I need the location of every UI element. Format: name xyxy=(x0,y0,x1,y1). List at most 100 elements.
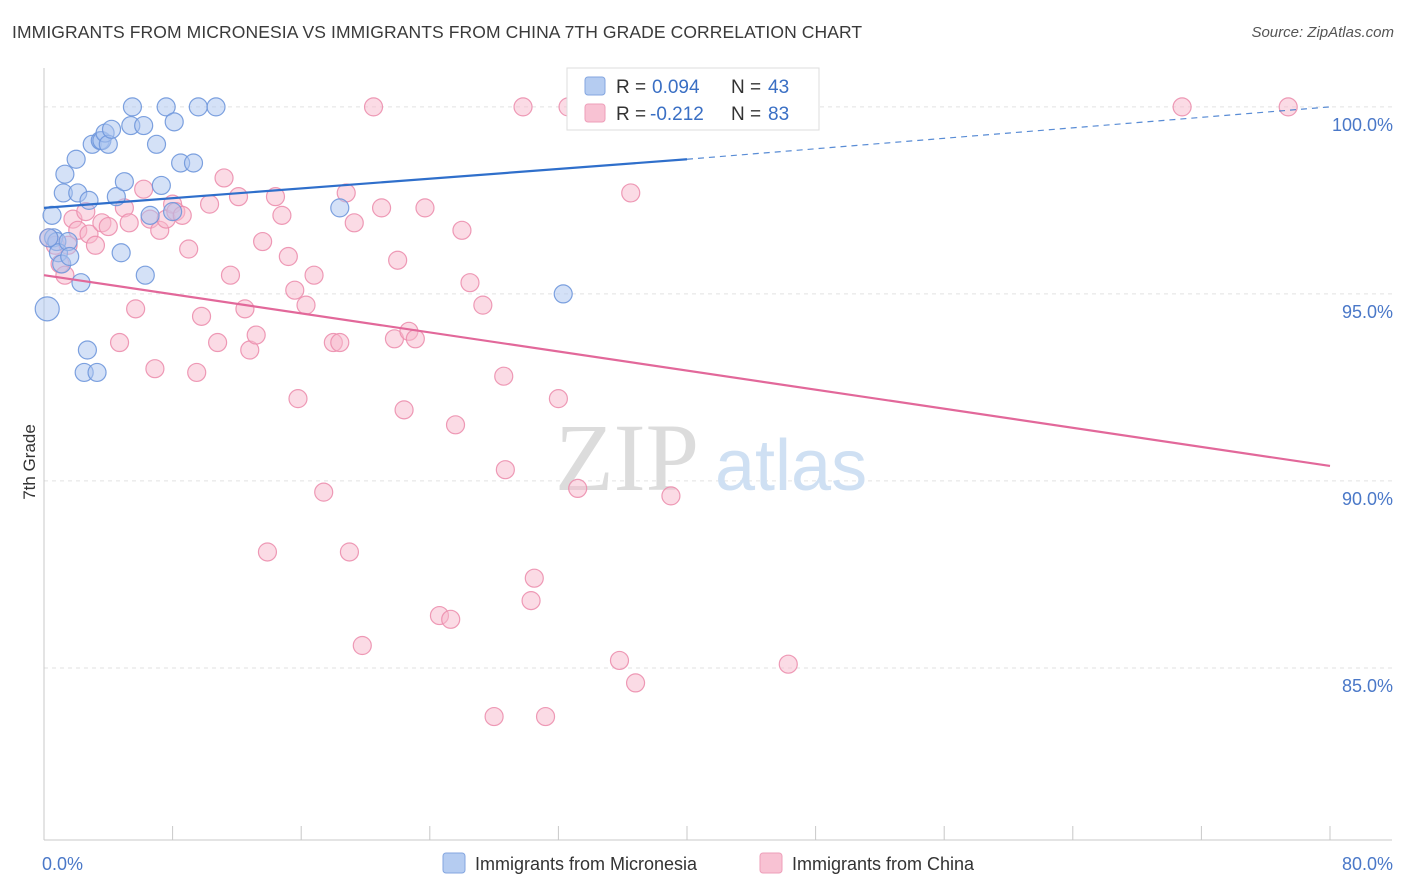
point-china-16 xyxy=(134,179,154,199)
point-china-14 xyxy=(119,213,139,233)
point-china-74 xyxy=(568,478,588,499)
point-china-38 xyxy=(272,205,292,225)
point-china-51 xyxy=(363,97,384,117)
stats-swatch-china xyxy=(584,103,606,123)
point-china-31 xyxy=(228,187,249,207)
point-china-44 xyxy=(314,482,334,502)
point-china-15 xyxy=(126,299,146,319)
legend-label-china[interactable]: Immigrants from China xyxy=(792,854,975,874)
point-micronesia-27 xyxy=(122,97,143,117)
point-china-60 xyxy=(441,609,461,629)
point-micronesia-33 xyxy=(156,97,176,117)
point-micronesia-14 xyxy=(77,340,98,360)
point-micronesia-9 xyxy=(60,246,80,267)
point-china-27 xyxy=(199,194,220,214)
point-china-81 xyxy=(1172,97,1192,117)
point-china-37 xyxy=(265,187,286,207)
point-china-42 xyxy=(296,295,316,315)
point-china-54 xyxy=(388,250,408,270)
stats-n-value-micronesia: 43 xyxy=(768,77,789,98)
point-china-9 xyxy=(85,235,106,255)
point-micronesia-25 xyxy=(114,172,134,192)
point-china-12 xyxy=(109,332,130,353)
point-china-65 xyxy=(484,706,504,727)
stats-n-label-micronesia: N = xyxy=(731,77,761,98)
point-china-58 xyxy=(415,198,435,218)
point-micronesia-35 xyxy=(164,112,184,132)
point-micronesia-41 xyxy=(553,284,573,304)
stats-r-value-micronesia: 0.094 xyxy=(652,77,700,98)
stats-r-label-micronesia: R = xyxy=(616,77,646,98)
y-tick-label-3: 85.0% xyxy=(1342,676,1393,696)
point-china-61 xyxy=(445,415,466,435)
x-tick-label-1: 80.0% xyxy=(1342,854,1393,874)
point-micronesia-39 xyxy=(206,97,226,117)
point-china-48 xyxy=(339,542,360,562)
point-china-71 xyxy=(535,706,556,727)
point-china-69 xyxy=(521,591,541,611)
point-micronesia-30 xyxy=(140,205,160,225)
point-micronesia-32 xyxy=(151,175,171,196)
point-china-80 xyxy=(778,654,798,674)
point-china-66 xyxy=(494,366,514,386)
point-china-67 xyxy=(495,460,515,480)
x-tick-label-0: 0.0% xyxy=(42,854,83,874)
point-china-64 xyxy=(473,295,493,315)
watermark-atlas: atlas xyxy=(715,426,867,506)
point-china-55 xyxy=(394,400,414,420)
point-china-68 xyxy=(513,97,533,117)
point-china-82 xyxy=(1278,97,1298,117)
point-micronesia-29 xyxy=(135,265,155,285)
point-china-49 xyxy=(344,213,364,233)
point-micronesia-34 xyxy=(163,202,183,222)
point-china-75 xyxy=(609,650,630,671)
point-micronesia-40 xyxy=(330,198,350,218)
point-china-25 xyxy=(187,362,207,383)
stats-r-value-china: -0.212 xyxy=(650,104,704,125)
trend-line-micronesia-extension xyxy=(686,106,1331,160)
point-china-29 xyxy=(214,168,234,188)
stats-r-label-china: R = xyxy=(616,104,646,125)
legend-swatch-micronesia xyxy=(442,852,466,874)
chart-title: IMMIGRANTS FROM MICRONESIA VS IMMIGRANTS… xyxy=(12,22,863,42)
point-china-78 xyxy=(661,486,681,506)
point-micronesia-24 xyxy=(111,243,131,263)
point-micronesia-17 xyxy=(87,362,107,383)
point-china-34 xyxy=(246,325,266,345)
point-china-52 xyxy=(371,198,392,218)
point-china-46 xyxy=(330,332,350,353)
point-china-43 xyxy=(304,265,324,285)
point-micronesia-28 xyxy=(134,115,154,136)
point-china-57 xyxy=(405,329,425,349)
point-china-26 xyxy=(191,306,212,326)
point-china-76 xyxy=(621,183,641,203)
point-micronesia-37 xyxy=(183,153,204,173)
point-china-30 xyxy=(220,265,241,285)
axes xyxy=(43,68,1392,841)
y-tick-label-0: 100.0% xyxy=(1332,115,1393,135)
point-china-72 xyxy=(548,389,569,409)
y-axis-title: 7th Grade xyxy=(20,424,39,500)
legend-swatch-china xyxy=(759,852,783,874)
point-china-77 xyxy=(625,673,646,693)
point-china-11 xyxy=(98,216,118,237)
legend: Immigrants from Micronesia Immigrants fr… xyxy=(442,852,975,874)
point-micronesia-0 xyxy=(34,296,60,322)
point-china-40 xyxy=(285,280,305,300)
point-china-32 xyxy=(235,299,255,319)
watermark: ZIP atlas xyxy=(555,404,867,511)
point-china-63 xyxy=(460,273,480,293)
point-micronesia-15 xyxy=(79,190,99,210)
trend-line-china xyxy=(43,274,1331,468)
legend-label-micronesia[interactable]: Immigrants from Micronesia xyxy=(475,854,698,874)
point-micronesia-38 xyxy=(188,97,208,117)
point-china-62 xyxy=(452,220,472,240)
stats-swatch-micronesia xyxy=(584,76,606,96)
point-china-41 xyxy=(288,389,308,409)
point-china-28 xyxy=(208,332,228,353)
trend-lines xyxy=(43,106,1331,468)
point-china-24 xyxy=(179,239,199,259)
point-micronesia-31 xyxy=(146,134,167,154)
point-china-36 xyxy=(257,542,278,562)
trend-line-micronesia xyxy=(43,158,688,209)
